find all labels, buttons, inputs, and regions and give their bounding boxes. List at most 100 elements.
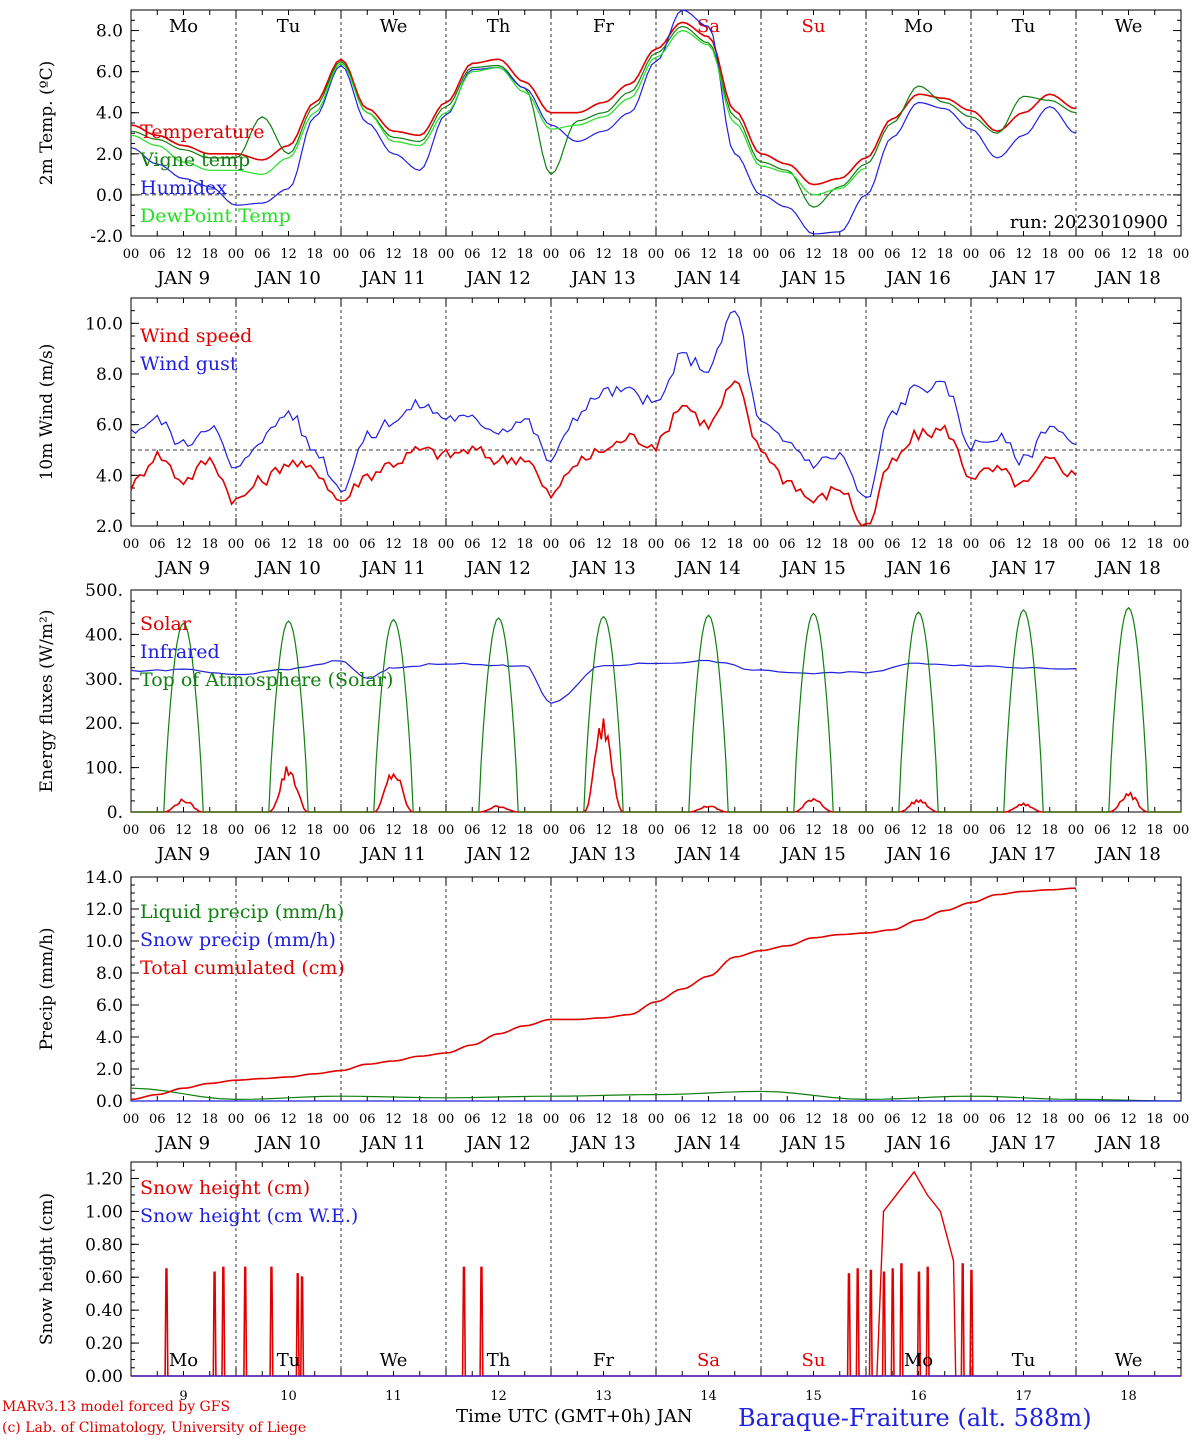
hour-tick-label: 00 xyxy=(648,537,665,552)
date-label: JAN 14 xyxy=(674,558,741,579)
weekday-label: Su xyxy=(802,1350,826,1371)
hour-tick-label: 18 xyxy=(726,247,743,262)
date-label: JAN 16 xyxy=(884,844,951,865)
hour-tick-label: 06 xyxy=(884,1112,901,1127)
series-line-temperature xyxy=(130,21,1077,186)
series-line-dewpoint-temp xyxy=(130,29,867,196)
date-label: JAN 9 xyxy=(155,844,210,865)
y-tick-label: 2.0 xyxy=(96,517,123,537)
legend-entry: Temperature xyxy=(140,121,264,143)
hour-tick-label: 06 xyxy=(359,1112,376,1127)
hour-tick-label: 00 xyxy=(648,247,665,262)
hour-tick-label: 00 xyxy=(858,823,875,838)
legend-entry: Snow height (cm W.E.) xyxy=(140,1205,358,1227)
date-label: JAN 18 xyxy=(1094,844,1161,865)
panel-1: -2.0 0.0 2.0 4.0 6.0 8.0 2m Temp. (ºC) 00 06 12 18… xyxy=(37,9,1189,289)
hour-tick-label: 12 xyxy=(385,1112,402,1127)
hour-tick-label: 18 xyxy=(201,537,218,552)
hour-tick-label: 06 xyxy=(884,537,901,552)
hour-tick-label: 00 xyxy=(858,537,875,552)
hour-tick-label: 06 xyxy=(674,823,691,838)
series-line-vigne-temp xyxy=(130,25,1077,208)
hour-tick-label: 06 xyxy=(359,247,376,262)
hour-tick-label: 06 xyxy=(464,823,481,838)
hour-tick-label: 00 xyxy=(648,823,665,838)
hour-tick-label: 18 xyxy=(516,823,533,838)
weekday-label: Tu xyxy=(277,16,301,37)
hour-tick-label: 06 xyxy=(254,247,271,262)
hour-tick-label: 00 xyxy=(753,1112,770,1127)
date-label: JAN 18 xyxy=(1094,1133,1161,1154)
hour-tick-label: 18 xyxy=(1041,1112,1058,1127)
legend-entry: Top of Atmosphere (Solar) xyxy=(140,669,393,691)
hour-tick-label: 12 xyxy=(175,247,192,262)
hour-tick-label: 12 xyxy=(805,537,822,552)
hour-tick-label: 06 xyxy=(884,247,901,262)
date-label: JAN 9 xyxy=(155,1133,210,1154)
run-annotation: run: 2023010900 xyxy=(1010,212,1168,233)
date-label: JAN 15 xyxy=(779,1133,846,1154)
hour-tick-label: 00 xyxy=(543,537,560,552)
hour-tick-label: 18 xyxy=(936,537,953,552)
date-label: JAN 12 xyxy=(464,558,531,579)
y-tick-label: 8.0 xyxy=(96,365,123,385)
hour-tick-label: 06 xyxy=(1094,1112,1111,1127)
y-tick-label: 200. xyxy=(85,714,123,734)
y-tick-label: 2.0 xyxy=(96,145,123,165)
hour-tick-label: 06 xyxy=(674,1112,691,1127)
hour-tick-label: 12 xyxy=(805,1112,822,1127)
y-tick-label: 6.0 xyxy=(96,416,123,436)
hour-tick-label: 12 xyxy=(280,823,297,838)
hour-tick-label: 00 xyxy=(858,247,875,262)
hour-tick-label: 00 xyxy=(543,823,560,838)
weekday-label: Th xyxy=(487,1350,511,1371)
hour-tick-label: 06 xyxy=(674,537,691,552)
y-axis-label: 2m Temp. (ºC) xyxy=(37,61,57,186)
hour-tick-label: 18 xyxy=(201,247,218,262)
date-label: JAN 17 xyxy=(989,268,1056,289)
weekday-label: Su xyxy=(802,16,826,37)
hour-tick-label: 06 xyxy=(149,1112,166,1127)
hour-tick-label: 12 xyxy=(1015,1112,1032,1127)
hour-tick-label: 18 xyxy=(1146,823,1163,838)
y-tick-label: 10.0 xyxy=(85,314,123,334)
hour-tick-label: 12 xyxy=(385,823,402,838)
hour-tick-label: 18 xyxy=(1041,247,1058,262)
hour-tick-label: 18 xyxy=(516,537,533,552)
hour-tick-label: 00 xyxy=(963,823,980,838)
y-tick-label: 500. xyxy=(85,581,123,601)
y-tick-label: 1.20 xyxy=(85,1169,123,1189)
hour-tick-label: 06 xyxy=(254,1112,271,1127)
hour-tick-label: 00 xyxy=(1068,823,1085,838)
legend-entry: Infrared xyxy=(140,641,220,663)
hour-tick-label: 06 xyxy=(779,1112,796,1127)
hour-tick-label: 00 xyxy=(123,247,140,262)
y-axis-label: Energy fluxes (W/m²) xyxy=(37,610,57,793)
hour-tick-label: 06 xyxy=(254,537,271,552)
hour-tick-label: 06 xyxy=(569,1112,586,1127)
day-number-label: 18 xyxy=(1120,1389,1137,1404)
hour-tick-label: 18 xyxy=(726,537,743,552)
panel-3: 0. 100. 200. 300. 400. 500. Energy fluxes (W/m… xyxy=(37,581,1189,865)
hour-tick-label: 18 xyxy=(1146,537,1163,552)
series-line-infrared xyxy=(130,659,1077,704)
legend-entry: Wind gust xyxy=(140,353,238,375)
hour-tick-label: 00 xyxy=(438,823,455,838)
date-label: JAN 11 xyxy=(359,268,426,289)
hour-tick-label: 12 xyxy=(1015,537,1032,552)
date-label: JAN 18 xyxy=(1094,558,1161,579)
hour-tick-label: 12 xyxy=(385,247,402,262)
day-number-label: 17 xyxy=(1015,1389,1032,1404)
hour-tick-label: 00 xyxy=(228,247,245,262)
y-tick-label: -2.0 xyxy=(90,227,123,247)
hour-tick-label: 00 xyxy=(753,823,770,838)
hour-tick-label: 00 xyxy=(438,247,455,262)
y-tick-label: 1.00 xyxy=(85,1202,123,1222)
day-number-label: 16 xyxy=(910,1389,927,1404)
series-line-wind-speed xyxy=(130,380,1077,527)
date-label: JAN 18 xyxy=(1094,268,1161,289)
hour-tick-label: 00 xyxy=(123,823,140,838)
y-axis-label: Snow height (cm) xyxy=(37,1193,57,1345)
date-label: JAN 11 xyxy=(359,558,426,579)
